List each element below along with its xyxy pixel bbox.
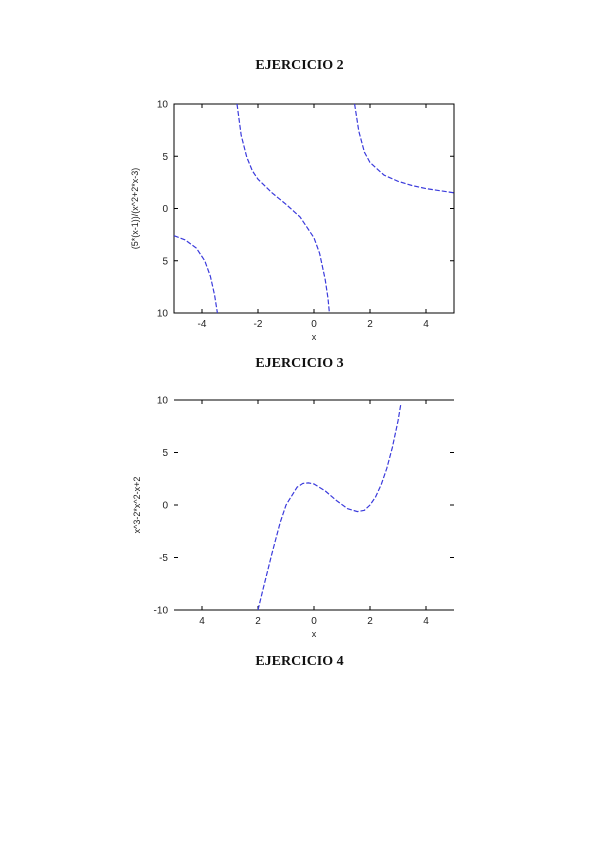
chart-3: 4 2 0 2 4 10 5 0 -5 -10 x x^3-2*x^2-x+2 <box>132 396 454 639</box>
y-tick-label: -10 <box>154 606 169 617</box>
series-line-1 <box>173 235 218 314</box>
y-tick-label: 10 <box>157 100 169 111</box>
series-line-3 <box>354 103 455 194</box>
y-axis-label: (5*(x-1))/(x^2+2*x-3) <box>130 168 140 250</box>
y-tick-label: 5 <box>162 152 168 163</box>
plot-frame <box>173 103 455 314</box>
x-tick-label: 2 <box>255 616 261 627</box>
y-tick-label: 0 <box>162 501 168 512</box>
y-tick-label: 0 <box>162 204 168 215</box>
x-tick-label: 2 <box>367 319 373 330</box>
x-tick-label: -4 <box>198 319 207 330</box>
y-tick-label: 5 <box>162 256 168 267</box>
x-tick-label: 0 <box>311 319 317 330</box>
x-axis-label: x <box>312 629 317 639</box>
x-tick-label: 4 <box>423 616 429 627</box>
x-tick-label: -2 <box>254 319 263 330</box>
y-axis-label: x^3-2*x^2-x+2 <box>132 477 142 534</box>
heading-ejercicio-3: EJERCICIO 3 <box>255 356 344 371</box>
x-tick-label: 2 <box>367 616 373 627</box>
x-axis-label: x <box>312 332 317 342</box>
y-tick-label: 10 <box>157 396 169 407</box>
heading-ejercicio-2: EJERCICIO 2 <box>255 58 344 73</box>
y-tick-label: 5 <box>162 448 168 459</box>
x-tick-label: 4 <box>199 616 205 627</box>
x-tick-label: 0 <box>311 616 317 627</box>
y-tick-label: -5 <box>159 553 168 564</box>
chart-2: -4 -2 0 2 4 10 5 0 5 10 x (5*(x-1))/(x^2+2*x-3) <box>130 100 455 342</box>
y-tick-label: 10 <box>157 309 169 320</box>
heading-ejercicio-4: EJERCICIO 4 <box>255 654 344 669</box>
series-line-2 <box>236 103 330 314</box>
x-tick-label: 4 <box>423 319 429 330</box>
series-line-1 <box>257 404 402 611</box>
